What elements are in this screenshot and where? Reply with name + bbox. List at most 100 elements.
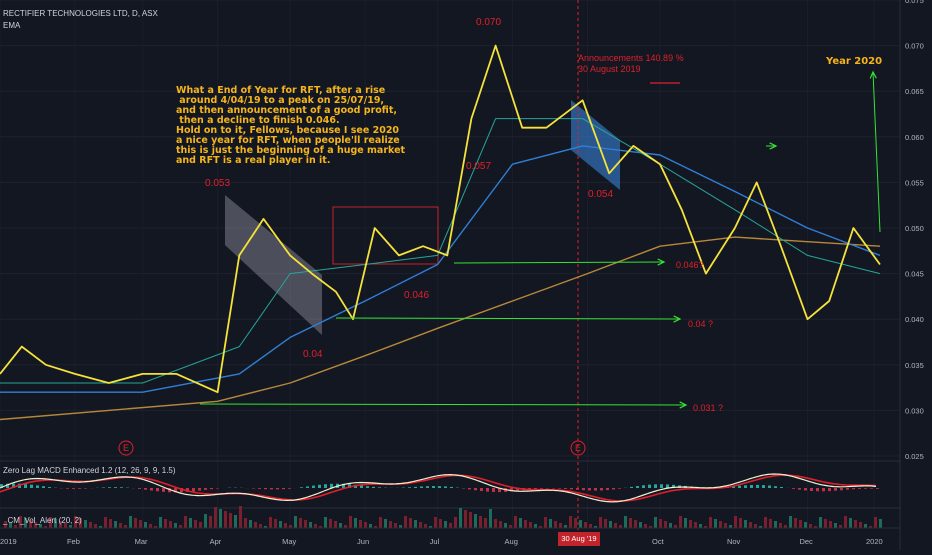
macd-histogram-bar	[768, 486, 771, 488]
arrow-line	[454, 262, 664, 263]
macd-histogram-bar	[774, 486, 777, 488]
volume-bar	[749, 522, 752, 528]
volume-bar	[454, 517, 457, 528]
macd-histogram-bar	[486, 488, 489, 492]
volume-bar	[274, 519, 277, 528]
macd-histogram-bar	[780, 487, 783, 488]
volume-bar	[849, 518, 852, 528]
macd-histogram-bar	[102, 487, 105, 488]
macd-histogram-bar	[828, 488, 831, 491]
volume-bar	[544, 517, 547, 528]
year-label: Year 2020	[826, 56, 882, 67]
volume-bar	[514, 516, 517, 528]
macd-histogram-bar	[558, 488, 561, 489]
volume-bar	[354, 518, 357, 528]
volume-bar	[114, 521, 117, 528]
macd-histogram-bar	[594, 488, 597, 491]
volume-bar	[424, 524, 427, 528]
volume-bar	[554, 521, 557, 528]
volume-bar	[684, 518, 687, 528]
macd-histogram-bar	[378, 487, 381, 488]
macd-histogram-bar	[654, 484, 657, 488]
volume-bar	[194, 520, 197, 528]
volume-bar	[439, 519, 442, 528]
volume-bar	[134, 518, 137, 528]
macd-histogram-bar	[138, 488, 141, 489]
volume-bar	[89, 522, 92, 528]
x-tick-label: Mar	[135, 537, 148, 546]
value-annotation: 0.031 ?	[693, 403, 723, 413]
macd-histogram-bar	[84, 488, 87, 489]
macd-histogram-bar	[30, 485, 33, 488]
volume-bar	[434, 517, 437, 528]
macd-histogram-bar	[618, 488, 621, 489]
volume-bar	[844, 516, 847, 528]
volume-bar	[199, 522, 202, 528]
volume-bar	[809, 524, 812, 528]
volume-bar	[254, 522, 257, 528]
analysis-note: What a End of Year for RFT, after a rise…	[176, 86, 406, 166]
volume-bar	[769, 519, 772, 528]
macd-histogram-bar	[192, 488, 195, 491]
volume-bar	[219, 509, 222, 528]
volume-bar	[379, 517, 382, 528]
macd-histogram-bar	[606, 488, 609, 490]
volume-bar	[279, 521, 282, 528]
volume-bar	[569, 516, 572, 528]
macd-histogram-bar	[48, 487, 51, 488]
volume-bar	[309, 522, 312, 528]
macd-histogram-bar	[822, 488, 825, 491]
volume-bar	[469, 512, 472, 528]
volume-bar	[159, 517, 162, 528]
volume-bar	[559, 523, 562, 528]
volume-bar	[799, 520, 802, 528]
volume-bar	[484, 518, 487, 528]
volume-bar	[504, 523, 507, 528]
volume-bar	[204, 514, 207, 528]
macd-histogram-bar	[834, 488, 837, 491]
macd-label: Zero Lag MACD Enhanced 1.2 (12, 26, 9, 9…	[3, 466, 176, 475]
consolidation-box	[333, 207, 438, 264]
macd-histogram-bar	[750, 485, 753, 488]
volume-bar	[689, 520, 692, 528]
volume-bar	[534, 524, 537, 528]
macd-histogram-bar	[144, 488, 147, 490]
volume-bar	[164, 519, 167, 528]
x-tick-label: Dec	[799, 537, 813, 546]
volume-bar	[414, 520, 417, 528]
volume-bar	[174, 523, 177, 528]
y-tick-label: 0.050	[905, 224, 924, 233]
volume-bar	[549, 519, 552, 528]
value-annotation: 0.04	[303, 349, 323, 360]
macd-histogram-bar	[582, 488, 585, 490]
volume-bar	[94, 524, 97, 528]
volume-bar	[604, 519, 607, 528]
y-tick-label: 0.040	[905, 315, 924, 324]
decline-channel-1	[225, 195, 322, 335]
volume-bar	[119, 523, 122, 528]
volume-bar	[339, 523, 342, 528]
macd-histogram-bar	[798, 488, 801, 490]
series-line	[0, 46, 880, 393]
volume-bar	[804, 522, 807, 528]
volume-bar	[394, 523, 397, 528]
volume-bar	[464, 510, 467, 528]
x-tick-label: 2020	[866, 537, 883, 546]
volume-bar	[459, 508, 462, 528]
volume-bar	[329, 519, 332, 528]
macd-histogram-bar	[270, 488, 273, 489]
value-annotation: 0.070	[476, 17, 501, 28]
y-tick-label: 0.045	[905, 270, 924, 279]
macd-histogram-bar	[282, 488, 285, 489]
macd-histogram-bar	[756, 485, 759, 488]
x-tick-label: Jul	[430, 537, 440, 546]
macd-histogram-bar	[324, 484, 327, 488]
volume-bar	[834, 523, 837, 528]
macd-histogram-bar	[660, 484, 663, 488]
volume-bar	[284, 523, 287, 528]
y-tick-label: 0.055	[905, 178, 924, 187]
volume-bar	[589, 524, 592, 528]
volume-bar	[334, 521, 337, 528]
macd-histogram-bar	[876, 488, 879, 489]
macd-histogram-bar	[588, 488, 591, 490]
